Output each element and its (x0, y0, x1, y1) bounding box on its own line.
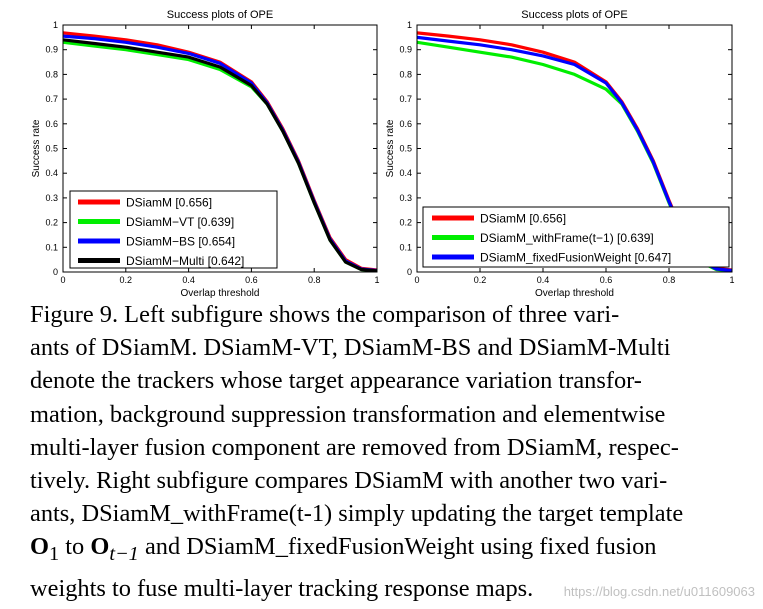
x-axis-label: Overlap threshold (181, 288, 260, 299)
caption-line-6: tively. Right subfigure compares DSiamM … (30, 467, 668, 495)
y-tick-label: 0 (407, 267, 412, 277)
y-tick-label: 0 (53, 267, 58, 277)
y-tick-label: 0.6 (399, 119, 412, 129)
caption-line-4: mation, background suppression transform… (30, 400, 666, 428)
y-tick-label: 0.6 (45, 119, 58, 129)
caption-line-2: ants of DSiamM. DSiamM-VT, DSiamM-BS and… (30, 334, 671, 362)
legend-label: DSiamM [0.656] (126, 196, 212, 210)
math-o1-subscript: 1 (48, 543, 60, 566)
y-tick-label: 0.3 (45, 193, 58, 203)
chart-right: Success plots of OPE 0 0.2 0.4 0.6 0.8 1 0 0.1 0.… (385, 9, 735, 299)
y-tick-label: 0.8 (45, 69, 58, 79)
caption-line-9: weights to fuse multi-layer tracking res… (30, 574, 534, 602)
x-axis-label: Overlap threshold (535, 288, 614, 299)
x-tick-label: 0 (60, 275, 65, 285)
watermark: https://blog.csdn.net/u011609063 (563, 584, 755, 599)
y-tick-label: 0.2 (45, 218, 58, 228)
caption-to: to (59, 533, 91, 561)
math-ot: O (90, 533, 110, 561)
caption-line-7: ants, DSiamM_withFrame(t-1) simply updat… (30, 500, 684, 528)
figure-charts: Success plots of OPE 0 0.2 0.4 0.6 0.8 1 0 0.1 0.… (31, 9, 735, 299)
y-tick-label: 0.5 (45, 144, 58, 154)
y-tick-label: 0.5 (399, 144, 412, 154)
y-tick-label: 0.8 (399, 69, 412, 79)
caption-line-5: multi-layer fusion component are removed… (30, 433, 679, 461)
legend-label: DSiamM_fixedFusionWeight [0.647] (480, 251, 671, 265)
y-tick-label: 0.1 (399, 242, 412, 252)
y-tick-label: 0.3 (399, 193, 412, 203)
x-tick-label: 0 (414, 275, 419, 285)
y-tick-label: 0.4 (399, 168, 412, 178)
y-tick-label: 0.7 (399, 94, 412, 104)
caption-line-1: Figure 9. Left subfigure shows the compa… (30, 301, 620, 328)
legend-label: DSiamM−BS [0.654] (126, 235, 235, 249)
figure-caption: Figure 9. Left subfigure shows the compa… (30, 298, 745, 605)
legend-label: DSiamM [0.656] (480, 212, 566, 226)
y-tick-label: 0.2 (399, 218, 412, 228)
y-tick-label: 0.1 (45, 242, 58, 252)
x-tick-label: 0.8 (308, 275, 321, 285)
x-tick-label: 1 (729, 275, 734, 285)
math-o1: O (30, 533, 49, 561)
axes-frame (416, 24, 733, 273)
x-tick-label: 1 (374, 275, 379, 285)
x-tick-label: 0.4 (537, 275, 550, 285)
y-tick-label: 0.9 (45, 45, 58, 55)
caption-line-3: denote the trackers whose target appeara… (30, 367, 642, 395)
caption-line-8-rest: and DSiamM_fixedFusionWeight using fixed… (138, 533, 657, 561)
x-tick-label: 0.8 (663, 275, 676, 285)
x-tick-label: 0.6 (600, 275, 613, 285)
y-axis-label: Success rate (385, 119, 396, 177)
x-tick-label: 0.2 (474, 275, 487, 285)
chart-left: Success plots of OPE 0 0.2 0.4 0.6 0.8 1 0 0.1 0.… (31, 9, 380, 299)
y-tick-label: 0.9 (399, 45, 412, 55)
series-group (63, 31, 377, 272)
y-tick-label: 1 (53, 20, 58, 30)
legend-label: DSiamM−VT [0.639] (126, 215, 234, 229)
x-tick-label: 0.4 (182, 275, 195, 285)
series-line (63, 38, 377, 272)
x-tick-label: 0.2 (120, 275, 133, 285)
y-tick-label: 0.4 (45, 168, 58, 178)
chart-title: Success plots of OPE (167, 9, 273, 21)
y-tick-label: 0.7 (45, 94, 58, 104)
axes-frame (62, 24, 378, 273)
y-tick-label: 1 (407, 20, 412, 30)
caption-line-8: O1 to Ot−1 and DSiamM_fixedFusionWeight … (30, 530, 745, 571)
legend-label: DSiamM−Multi [0.642] (126, 254, 244, 268)
x-tick-label: 0.6 (245, 275, 258, 285)
y-axis-label: Success rate (31, 119, 42, 177)
legend-label: DSiamM_withFrame(t−1) [0.639] (480, 231, 654, 245)
math-ot-subscript: t−1 (109, 543, 139, 566)
chart-title: Success plots of OPE (521, 9, 627, 21)
